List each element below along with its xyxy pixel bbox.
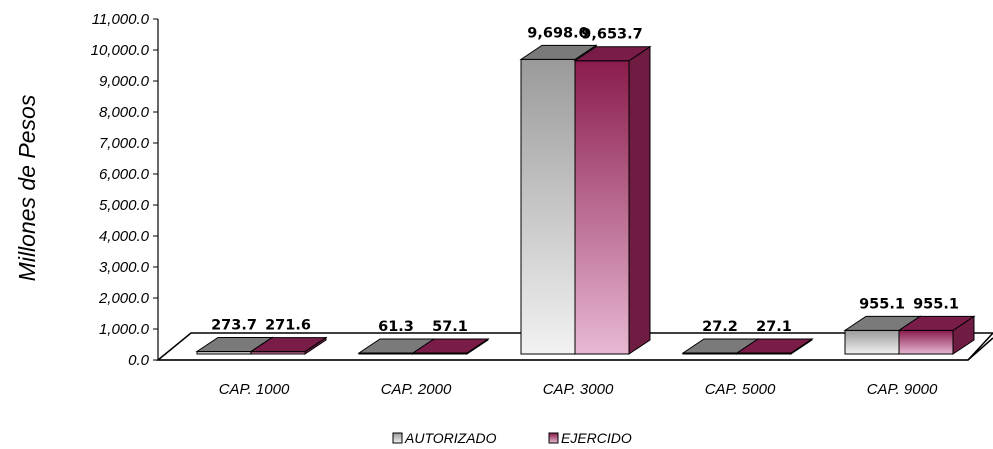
y-tick-label: 0.0 <box>128 352 150 369</box>
y-tick-label: 7,000.0 <box>99 135 150 152</box>
legend-swatch <box>392 432 403 444</box>
y-tick-label: 3,000.0 <box>99 259 150 276</box>
legend-label: EJERCIDO <box>561 430 632 446</box>
data-label: 9,698.0 <box>527 25 588 41</box>
data-label: 61.3 <box>378 319 414 335</box>
bar-top <box>519 44 598 60</box>
data-label: 273.7 <box>211 318 257 334</box>
category-label: CAP. 9000 <box>867 381 938 398</box>
y-axis-title: Millones de Pesos <box>14 94 40 281</box>
bar-top <box>735 338 814 354</box>
bar <box>574 60 630 355</box>
legend-swatch <box>548 432 559 444</box>
data-labels: 273.7 271.6 61.3 57.1 9,698.09,653.7 27.2 27.1… <box>211 25 959 335</box>
data-label: 955.1 <box>859 296 905 312</box>
category-label: CAP. 2000 <box>381 381 452 398</box>
data-label: 27.1 <box>756 319 792 335</box>
y-tick-label: 8,000.0 <box>99 104 150 121</box>
data-label: 27.2 <box>702 319 738 335</box>
y-axis: 0.0 1,000.0 2,000.0 3,000.0 4,000.0 5,000.0 6,… <box>91 11 968 369</box>
y-tick-label: 11,000.0 <box>92 11 150 28</box>
category-label: CAP. 3000 <box>543 381 614 398</box>
bar-top <box>411 338 490 354</box>
bar-top <box>573 46 652 62</box>
data-label: 271.6 <box>265 318 311 334</box>
bar-side <box>628 45 651 355</box>
bar <box>898 329 954 355</box>
data-label: 9,653.7 <box>581 27 642 43</box>
floor-edge <box>967 337 993 361</box>
y-tick-label: 2,000.0 <box>98 290 150 307</box>
y-tick-label: 4,000.0 <box>99 228 150 245</box>
bar-top <box>249 337 328 353</box>
category-label: CAP. 5000 <box>705 381 776 398</box>
bar <box>520 58 576 355</box>
bar-top <box>897 315 976 331</box>
legend-label: AUTORIZADO <box>404 430 497 446</box>
category-label: CAP. 1000 <box>219 381 290 398</box>
bars <box>195 44 976 355</box>
legend: AUTORIZADO EJERCIDO <box>392 430 632 446</box>
data-label: 955.1 <box>913 296 959 312</box>
y-tick-label: 10,000.0 <box>91 42 150 59</box>
bar <box>844 329 900 355</box>
y-tick-label: 1,000.0 <box>99 321 150 338</box>
data-label: 57.1 <box>432 319 468 335</box>
x-axis: CAP. 1000 CAP. 2000 CAP. 3000 CAP. 5000 CAP.… <box>219 381 938 398</box>
y-tick-label: 6,000.0 <box>99 166 150 183</box>
y-tick-label: 9,000.0 <box>99 73 150 90</box>
y-tick-label: 5,000.0 <box>99 197 150 214</box>
